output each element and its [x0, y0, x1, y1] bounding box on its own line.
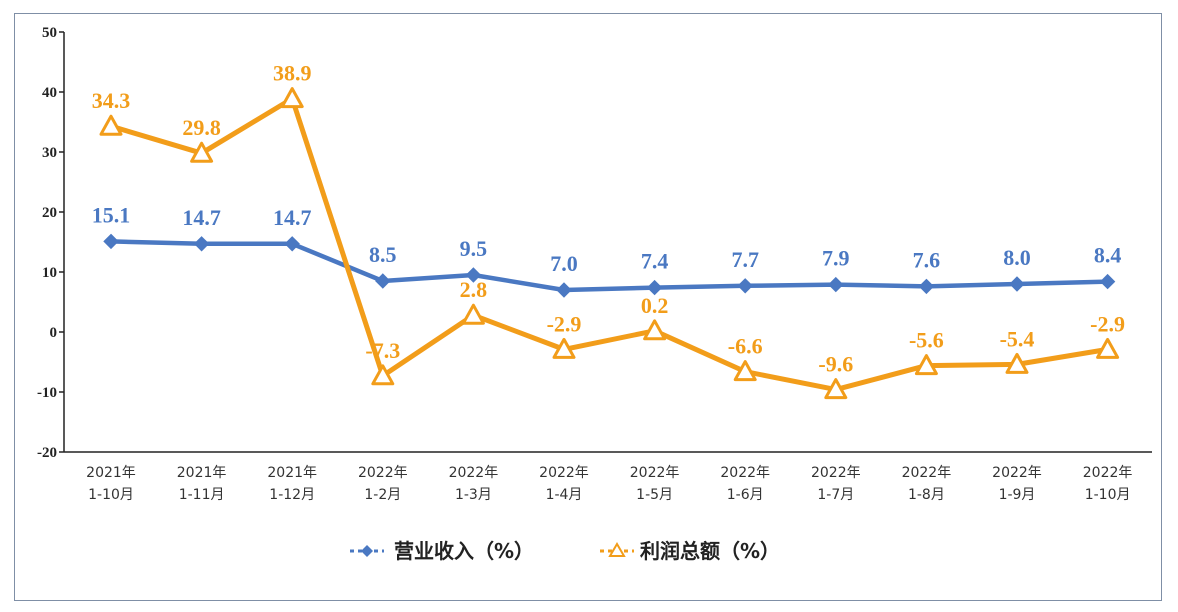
x-tick-label: 1-12月	[269, 487, 315, 503]
x-tick-label: 2022年	[720, 465, 770, 481]
data-point-triangle	[280, 87, 304, 109]
x-tick-label: 1-9月	[999, 487, 1036, 503]
data-point-diamond	[193, 236, 210, 252]
x-tick-label: 1-10月	[88, 487, 134, 503]
data-point-triangle	[371, 364, 395, 386]
data-point-triangle	[733, 360, 757, 382]
x-tick-label: 1-6月	[727, 487, 764, 503]
x-tick-label: 1-7月	[817, 487, 854, 503]
data-label: 14.7	[273, 205, 312, 230]
x-tick-label: 2022年	[630, 465, 680, 481]
x-tick-label: 2022年	[358, 465, 408, 481]
data-point-diamond	[103, 233, 119, 250]
data-point-diamond	[918, 278, 935, 295]
data-label: 8.0	[1003, 245, 1031, 270]
data-point-diamond	[284, 236, 300, 252]
x-tick-label: 2021年	[267, 465, 317, 481]
y-tick-label: -10	[37, 385, 57, 401]
x-tick-label: 1-10月	[1085, 487, 1131, 503]
data-point-diamond	[1009, 276, 1025, 292]
data-point-triangle	[461, 303, 485, 325]
x-tick-label: 2022年	[1083, 465, 1133, 481]
data-label: 14.7	[182, 205, 221, 230]
series-line	[110, 96, 1109, 393]
series-revenue: 15.1 14.7 14.7 8.5 9.5 7.0 7.4 7.7 7.9 7.6 8.0 8.4	[92, 202, 1122, 298]
data-point-diamond	[465, 267, 482, 283]
legend: 营业收入（%） 利润总额（%）	[350, 539, 780, 563]
data-label: 7.4	[641, 249, 669, 274]
data-label: 15.1	[92, 202, 131, 227]
data-label: 0.2	[641, 293, 669, 318]
data-point-diamond	[556, 282, 572, 298]
x-tick-label: 2022年	[811, 465, 861, 481]
y-tick-label: 0	[50, 325, 58, 341]
data-point-triangle	[914, 354, 938, 376]
y-tick-label: -20	[37, 445, 57, 461]
series-line	[110, 239, 1108, 293]
y-tick-label: 20	[42, 205, 57, 221]
data-label: 7.6	[913, 247, 941, 272]
data-label: 8.4	[1094, 243, 1122, 268]
x-tick-label: 1-11月	[179, 487, 225, 503]
data-point-diamond	[828, 276, 844, 293]
data-label: -9.6	[818, 352, 853, 377]
x-tick-label: 2021年	[86, 465, 136, 481]
data-label: -2.9	[547, 311, 582, 336]
x-tick-label: 2021年	[177, 465, 227, 481]
data-label: 2.8	[460, 277, 488, 302]
x-tick-label: 1-3月	[455, 487, 492, 503]
data-label: 7.7	[731, 247, 759, 272]
x-tick-label: 1-5月	[636, 487, 673, 503]
legend-label: 利润总额（%）	[640, 539, 780, 563]
legend-item: 利润总额（%）	[600, 539, 780, 563]
data-label: 9.5	[460, 236, 488, 261]
data-point-diamond	[646, 279, 663, 296]
y-tick-label: 30	[42, 145, 57, 161]
x-tick-label: 2022年	[449, 465, 499, 481]
data-point-triangle	[190, 141, 214, 163]
x-tick-label: 1-2月	[364, 487, 401, 503]
data-point-triangle	[1096, 337, 1120, 359]
data-point-diamond	[375, 273, 391, 289]
data-label: -7.3	[365, 338, 400, 363]
chart-frame	[14, 13, 1162, 601]
legend-label: 营业收入（%）	[394, 539, 534, 563]
x-tick-label: 1-8月	[908, 487, 945, 503]
data-point-diamond	[737, 278, 753, 294]
data-label: -5.4	[1000, 326, 1035, 351]
data-point-triangle	[643, 319, 667, 341]
x-tick-label: 1-4月	[546, 487, 583, 503]
data-label: -2.9	[1090, 311, 1125, 336]
data-point-triangle	[824, 378, 848, 400]
data-point-triangle	[99, 114, 123, 136]
data-point-triangle	[552, 337, 576, 359]
data-label: 8.5	[369, 242, 397, 267]
data-point-diamond	[1099, 273, 1116, 290]
data-label: 29.8	[182, 115, 221, 140]
data-label: -5.6	[909, 328, 944, 353]
legend-marker-triangle	[608, 542, 626, 557]
y-tick-label: 10	[42, 265, 57, 281]
legend-marker-diamond	[361, 545, 373, 557]
x-tick-label: 2022年	[992, 465, 1042, 481]
x-tick-label: 2022年	[539, 465, 589, 481]
series-profit: 34.3 29.8 38.9 -7.3 2.8 -2.9 0.2 -6.6 -9.6 -5.6 -5…	[92, 61, 1125, 400]
legend-item: 营业收入（%）	[350, 539, 534, 563]
data-label: -6.6	[728, 334, 763, 359]
x-tick-label: 2022年	[902, 465, 952, 481]
y-tick-label: 50	[42, 25, 57, 41]
data-label: 7.0	[550, 251, 578, 276]
data-label: 7.9	[822, 246, 850, 271]
data-label: 34.3	[92, 88, 131, 113]
data-label: 38.9	[273, 61, 312, 86]
y-tick-label: 40	[42, 85, 57, 101]
data-point-triangle	[1005, 352, 1029, 374]
